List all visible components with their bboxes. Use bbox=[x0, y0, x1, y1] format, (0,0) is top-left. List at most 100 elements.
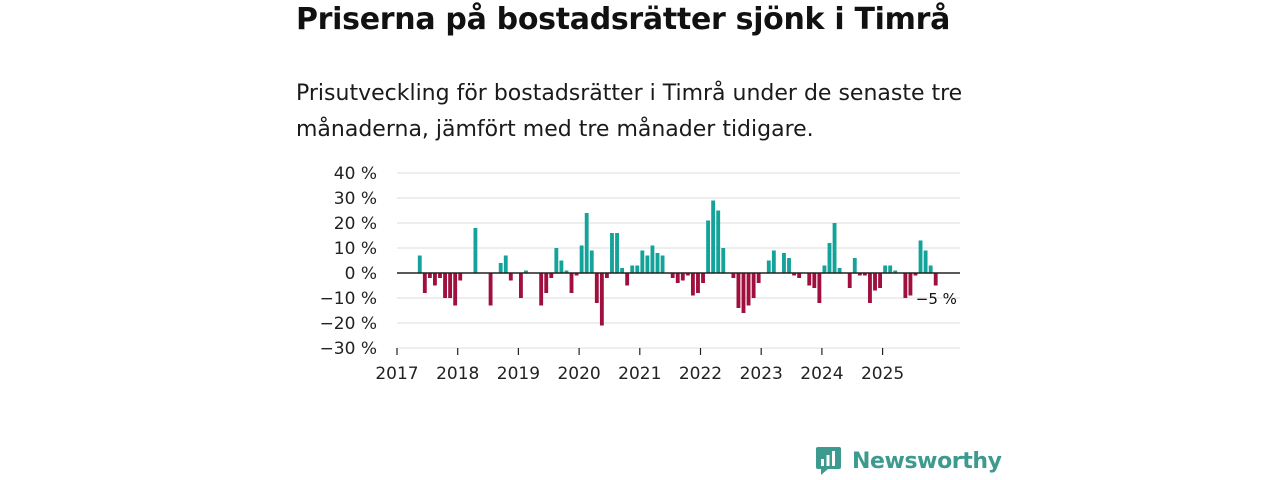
y-tick-label: 10 % bbox=[334, 239, 377, 259]
newsworthy-logo: Newsworthy bbox=[815, 446, 1002, 476]
x-tick-label: 2017 bbox=[375, 364, 418, 384]
bar bbox=[584, 213, 589, 273]
bar bbox=[488, 273, 493, 306]
bar bbox=[928, 265, 933, 273]
y-tick-label: 0 % bbox=[345, 264, 377, 284]
bar bbox=[498, 263, 503, 273]
bar bbox=[549, 273, 554, 278]
bar bbox=[508, 273, 513, 281]
x-tick-label: 2025 bbox=[861, 364, 904, 384]
chart-card: Priserna på bostadsrätter sjönk i Timrå … bbox=[296, 0, 986, 480]
bar bbox=[837, 268, 842, 273]
bar bbox=[433, 273, 437, 286]
bar bbox=[721, 248, 726, 273]
y-tick-label: 30 % bbox=[334, 189, 377, 209]
bar bbox=[599, 273, 604, 326]
bar bbox=[883, 265, 888, 273]
x-tick-label: 2023 bbox=[740, 364, 783, 384]
bar bbox=[741, 273, 746, 313]
bar bbox=[731, 273, 736, 278]
x-tick-label: 2020 bbox=[557, 364, 600, 384]
bar bbox=[908, 273, 913, 296]
bar bbox=[862, 273, 867, 276]
chart-title: Priserna på bostadsrätter sjönk i Timrå bbox=[296, 2, 951, 37]
bar bbox=[746, 273, 751, 306]
bar bbox=[756, 273, 761, 283]
bar bbox=[539, 273, 544, 306]
bar bbox=[782, 253, 786, 273]
bar bbox=[524, 270, 528, 273]
bar bbox=[519, 273, 523, 298]
bar bbox=[589, 250, 594, 273]
bar bbox=[787, 258, 791, 273]
bar bbox=[594, 273, 599, 303]
bar bbox=[751, 273, 756, 298]
brand-name: Newsworthy bbox=[852, 448, 1002, 474]
bar bbox=[817, 273, 822, 303]
y-tick-label: −10 % bbox=[320, 289, 377, 309]
bar bbox=[736, 273, 741, 308]
bar bbox=[923, 250, 928, 273]
y-tick-label: 20 % bbox=[334, 214, 377, 234]
bar bbox=[650, 245, 655, 273]
newsworthy-logo-icon bbox=[816, 447, 841, 475]
bar bbox=[610, 233, 614, 273]
bar bbox=[559, 260, 564, 273]
bar bbox=[847, 273, 852, 288]
bar bbox=[448, 273, 453, 298]
bar bbox=[453, 273, 458, 306]
bar bbox=[878, 273, 882, 288]
bar bbox=[797, 273, 802, 278]
bar bbox=[690, 273, 695, 296]
bar bbox=[554, 248, 559, 273]
bar bbox=[544, 273, 549, 293]
bar bbox=[640, 250, 645, 273]
bar bbox=[706, 220, 711, 273]
y-tick-label: −20 % bbox=[320, 314, 377, 334]
bar bbox=[680, 273, 685, 281]
x-tick-label: 2019 bbox=[497, 364, 540, 384]
bar bbox=[473, 228, 478, 273]
bar bbox=[822, 265, 827, 273]
bar bbox=[903, 273, 908, 298]
bar bbox=[620, 268, 625, 273]
bar bbox=[615, 233, 619, 273]
x-tick-label: 2024 bbox=[800, 364, 843, 384]
x-tick-label: 2018 bbox=[436, 364, 479, 384]
bar bbox=[827, 243, 832, 273]
bar bbox=[660, 255, 665, 273]
bar bbox=[868, 273, 872, 303]
bar bbox=[873, 273, 877, 291]
bar bbox=[857, 273, 862, 276]
bar bbox=[443, 273, 447, 298]
bar bbox=[569, 273, 574, 293]
bar bbox=[604, 273, 609, 278]
bar bbox=[711, 200, 716, 273]
bar bbox=[630, 265, 635, 273]
bar bbox=[716, 210, 721, 273]
bar bbox=[655, 253, 660, 273]
bar bbox=[701, 273, 705, 283]
bar bbox=[766, 260, 771, 273]
bar bbox=[792, 273, 797, 276]
bar bbox=[458, 273, 463, 281]
bar bbox=[670, 273, 675, 278]
bar bbox=[888, 265, 893, 273]
x-tick-label: 2021 bbox=[618, 364, 661, 384]
bar bbox=[913, 273, 918, 276]
x-tick-label: 2022 bbox=[679, 364, 722, 384]
bar bbox=[771, 250, 776, 273]
bar bbox=[417, 255, 422, 273]
bar bbox=[574, 273, 579, 276]
bar bbox=[675, 273, 680, 283]
bar bbox=[422, 273, 427, 293]
chart-subtitle: Prisutveckling för bostadsrätter i Timrå… bbox=[296, 81, 963, 142]
bar bbox=[427, 273, 432, 278]
bar bbox=[564, 270, 569, 273]
bar bbox=[812, 273, 817, 288]
bar bbox=[438, 273, 442, 278]
bar bbox=[579, 245, 584, 273]
bar bbox=[625, 273, 630, 286]
y-tick-label: −30 % bbox=[320, 339, 377, 359]
